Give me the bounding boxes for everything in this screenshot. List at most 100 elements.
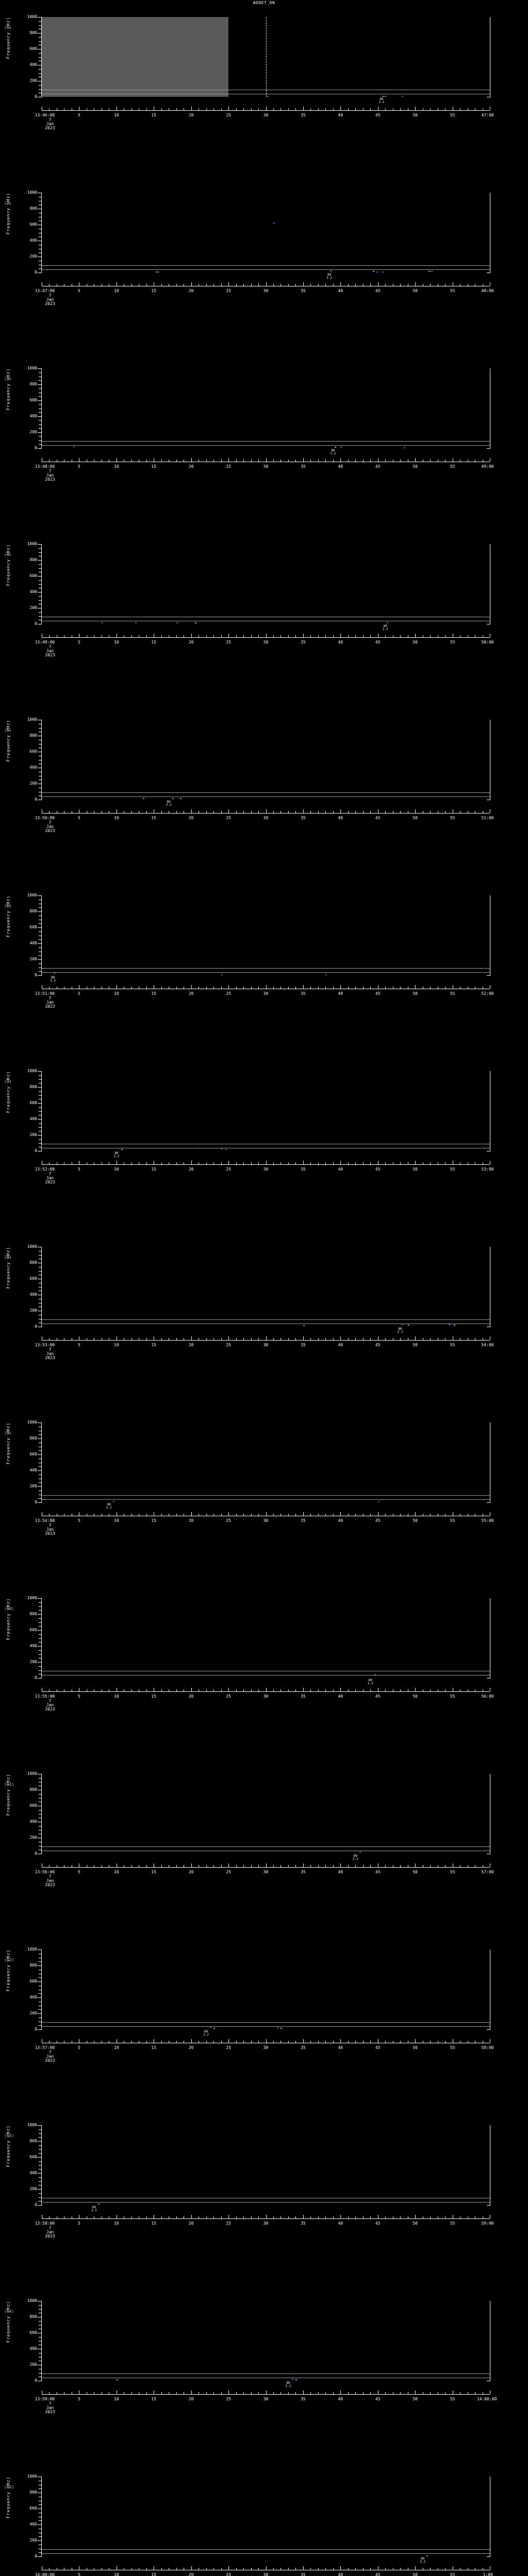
- x-axis-tick: [221, 2568, 222, 2570]
- spectrogram-panel[interactable]: (8) Frequency (Hz) 0 200 400 600 800 1000 80 2.2 1…: [0, 1235, 528, 1411]
- x-axis-tick: [370, 108, 371, 110]
- spectrogram-panel[interactable]: (7) Frequency (Hz) 0 200 400 600 800 1000 80 2.2 1…: [0, 1060, 528, 1235]
- x-axis-tick: [385, 2216, 386, 2218]
- panel-number: (8): [4, 1255, 12, 1260]
- x-axis-tick: [266, 985, 267, 989]
- spectrogram-plot-area[interactable]: [42, 368, 490, 448]
- spectrogram-plot-area[interactable]: [42, 1774, 490, 1854]
- x-tick-label: 40: [338, 2397, 343, 2401]
- detection-marker: [384, 96, 386, 97]
- x-tick-label-start: 13:56:00: [35, 1870, 55, 1874]
- x-tick-label: 55: [450, 2397, 455, 2401]
- spectrogram-panel[interactable]: (3) Frequency (Hz) 0 200 400 600 800 1000 80 2.2 1…: [0, 357, 528, 533]
- y-axis-tick: [39, 1654, 41, 1655]
- y-tick-label: 200: [29, 78, 37, 83]
- spectrogram-plot-area[interactable]: [42, 720, 490, 800]
- x-tick-label: 25: [226, 1694, 231, 1699]
- x-axis-tick: [131, 108, 132, 110]
- y-axis-tick: [38, 1087, 41, 1088]
- spectrogram-plot-area[interactable]: [42, 1247, 490, 1327]
- x-tick-label: 25: [226, 1518, 231, 1523]
- y-tick-label: 400: [29, 1116, 37, 1121]
- x-axis-tick: [445, 811, 446, 813]
- spectrogram-plot-area[interactable]: [42, 895, 490, 975]
- x-axis-tick: [340, 1512, 341, 1516]
- x-tick-label: 15: [151, 991, 157, 996]
- spectrogram-plot-area[interactable]: [42, 1071, 490, 1151]
- spectrogram-plot-area[interactable]: [42, 1598, 490, 1678]
- spectrogram-plot-area[interactable]: [42, 544, 490, 624]
- x-axis-tick: [295, 1514, 296, 1516]
- spectrogram-panel[interactable]: (4) Frequency (Hz) 0 200 400 600 800 1000 80 2.2 1…: [0, 533, 528, 708]
- spectrogram-panel[interactable]: (2) Frequency (Hz) 0 200 400 600 800 1000 80 2.2 1…: [0, 181, 528, 357]
- y-axis-tick: [39, 1666, 41, 1667]
- x-axis-tick: [191, 2566, 192, 2570]
- detection-marker: [135, 622, 137, 624]
- annotation-value: 80: [107, 1503, 111, 1506]
- y-tick-label: 400: [29, 941, 37, 945]
- annotation-id: 2.2: [106, 1506, 112, 1510]
- x-axis-tick: [273, 2041, 274, 2043]
- x-axis-tick: [228, 1161, 229, 1164]
- x-tick-label: 45: [375, 640, 381, 645]
- time-marker-line: [266, 17, 267, 97]
- detection-marker: [292, 2379, 294, 2380]
- y-tick-label: 0: [35, 270, 37, 275]
- spectrogram-panel[interactable]: (1) Frequency (Hz) 0 200 400 600 800 1000 80 2.1 1…: [0, 6, 528, 181]
- x-axis-tick: [430, 987, 431, 989]
- spectrogram-plot-area[interactable]: [42, 2301, 490, 2381]
- y-axis-labels: 0 200 400 600 800 1000: [0, 191, 37, 275]
- spectrogram-panel[interactable]: (14) Frequency (Hz) 0 200 400 600 800 1000 80 2.2…: [0, 2290, 528, 2465]
- x-tick-label-end: 55:00: [481, 1518, 494, 1523]
- x-axis-tick: [333, 811, 334, 813]
- spectrogram-plot-area[interactable]: [42, 1422, 490, 1502]
- spectrogram-plot-area[interactable]: [42, 2125, 490, 2205]
- y-axis-tick: [39, 236, 41, 238]
- date-stack: 7 Jan 2023: [45, 821, 55, 833]
- x-axis-tick: [49, 987, 50, 989]
- spectrogram-plot-area[interactable]: [42, 2477, 490, 2556]
- x-axis-tick: [131, 987, 132, 989]
- spectrogram-panel[interactable]: (10) Frequency (Hz) 0 200 400 600 800 1000 80 2.2…: [0, 1587, 528, 1762]
- spectrogram-panel[interactable]: (12) Frequency (Hz) 0 200 400 600 800 1000 80 2.2…: [0, 1938, 528, 2114]
- detection-marker: [340, 447, 342, 448]
- x-tick-label-start: 13:53:00: [35, 1343, 55, 1347]
- detection-marker: [273, 222, 275, 224]
- x-axis-tick: [355, 1865, 356, 1867]
- spectrogram-panel[interactable]: (6) Frequency (Hz) 0 200 400 600 800 1000 80 2.2 1…: [0, 884, 528, 1060]
- y-tick-label: 0: [35, 621, 37, 626]
- y-axis-tick: [38, 1486, 41, 1487]
- x-axis-tick: [310, 1689, 311, 1691]
- y-axis-labels: 0 200 400 600 800 1000: [0, 1069, 37, 1153]
- x-tick-label: 30: [263, 1870, 269, 1874]
- x-tick-label: 50: [412, 289, 418, 293]
- y-tick-label: 1000: [27, 14, 37, 19]
- annotation-value: 80: [398, 1327, 402, 1331]
- x-axis-tick: [348, 1162, 349, 1164]
- x-axis-tick: [273, 1689, 274, 1691]
- x-axis-tick: [213, 987, 214, 989]
- panel-number: (2): [4, 201, 12, 206]
- y-axis-tick: [39, 436, 41, 437]
- spectrogram-panel[interactable]: (5) Frequency (Hz) 0 200 400 600 800 1000 80 2.2 1…: [0, 708, 528, 884]
- y-axis-tick: [38, 560, 41, 561]
- x-axis-tick: [251, 2392, 252, 2394]
- spectrogram-plot-area[interactable]: [42, 1950, 490, 2029]
- spectrogram-plot-area[interactable]: [42, 17, 490, 97]
- annotation-id: 2.2: [382, 628, 388, 631]
- spectrogram-plot-area[interactable]: [42, 193, 490, 273]
- spectrogram-panel[interactable]: (13) Frequency (Hz) 0 200 400 600 800 1000 80 2.2…: [0, 2114, 528, 2290]
- annotation-value: 80: [380, 97, 384, 101]
- reference-line: [42, 792, 490, 793]
- x-axis-tick: [206, 284, 207, 286]
- detection-marker: [404, 447, 406, 448]
- spectrogram-panel[interactable]: (11) Frequency (Hz) 0 200 400 600 800 1000 80 2.2…: [0, 1762, 528, 1938]
- x-axis-tick: [176, 811, 177, 813]
- x-axis-tick: [243, 460, 244, 462]
- x-axis-tick: [243, 2392, 244, 2394]
- x-axis-tick: [310, 811, 311, 813]
- y-axis-tick: [39, 2181, 41, 2182]
- y-tick-label: 800: [29, 206, 37, 211]
- spectrogram-panel[interactable]: (15) Frequency (Hz) 0 200 400 600 800 1000 80 2.2…: [0, 2465, 528, 2576]
- spectrogram-panel[interactable]: (9) Frequency (Hz) 0 200 400 600 800 1000 80 2.2 1…: [0, 1411, 528, 1587]
